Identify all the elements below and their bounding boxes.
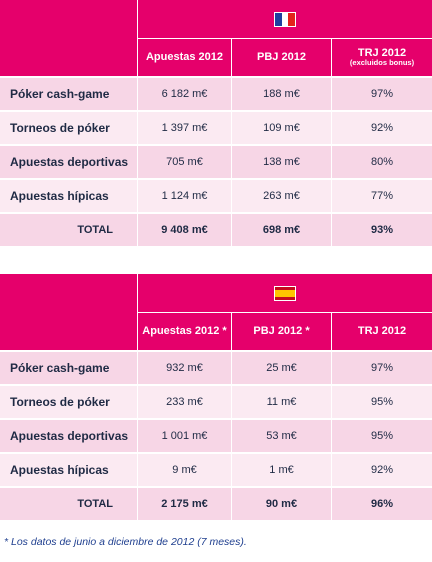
- france-table: Apuestas 2012 PBJ 2012 TRJ 2012 (excluid…: [0, 0, 432, 246]
- apuestas-value: 6 182 m€: [138, 78, 232, 110]
- total-label: TOTAL: [0, 488, 138, 520]
- france-flag-icon: [274, 11, 296, 27]
- trj-value: 97%: [332, 78, 432, 110]
- flag-cell: [138, 0, 432, 38]
- pbj-value: 188 m€: [232, 78, 332, 110]
- table-row: Póker cash-game 932 m€ 25 m€ 97%: [0, 350, 432, 384]
- header-row: Apuestas 2012 * PBJ 2012 * TRJ 2012: [0, 312, 432, 350]
- row-label: Torneos de póker: [0, 112, 138, 144]
- total-trj: 93%: [332, 214, 432, 246]
- corner-cell: [0, 0, 138, 38]
- apuestas-value: 1 397 m€: [138, 112, 232, 144]
- footnote: * Los datos de junio a diciembre de 2012…: [4, 536, 247, 548]
- table-row: Apuestas deportivas 705 m€ 138 m€ 80%: [0, 144, 432, 178]
- header-row: Apuestas 2012 PBJ 2012 TRJ 2012 (excluid…: [0, 38, 432, 76]
- table-row: Torneos de póker 233 m€ 11 m€ 95%: [0, 384, 432, 418]
- trj-value: 80%: [332, 146, 432, 178]
- table-row: Apuestas deportivas 1 001 m€ 53 m€ 95%: [0, 418, 432, 452]
- header-pbj: PBJ 2012 *: [232, 312, 332, 350]
- pbj-value: 11 m€: [232, 386, 332, 418]
- header-apuestas: Apuestas 2012: [138, 38, 232, 76]
- spain-table: Apuestas 2012 * PBJ 2012 * TRJ 2012 Póke…: [0, 274, 432, 520]
- pbj-value: 109 m€: [232, 112, 332, 144]
- row-label: Póker cash-game: [0, 352, 138, 384]
- corner-cell: [0, 274, 138, 312]
- table-row: Apuestas hípicas 9 m€ 1 m€ 92%: [0, 452, 432, 486]
- apuestas-value: 9 m€: [138, 454, 232, 486]
- header-apuestas: Apuestas 2012 *: [138, 312, 232, 350]
- total-label: TOTAL: [0, 214, 138, 246]
- trj-value: 92%: [332, 112, 432, 144]
- apuestas-value: 705 m€: [138, 146, 232, 178]
- pbj-value: 25 m€: [232, 352, 332, 384]
- pbj-value: 1 m€: [232, 454, 332, 486]
- flag-row: [0, 274, 432, 312]
- header-corner: [0, 38, 138, 76]
- pbj-value: 53 m€: [232, 420, 332, 452]
- row-label: Apuestas hípicas: [0, 454, 138, 486]
- total-pbj: 90 m€: [232, 488, 332, 520]
- header-trj: TRJ 2012 (excluidos bonus): [332, 38, 432, 76]
- header-corner: [0, 312, 138, 350]
- trj-value: 77%: [332, 180, 432, 212]
- trj-value: 97%: [332, 352, 432, 384]
- row-label: Apuestas deportivas: [0, 420, 138, 452]
- trj-value: 95%: [332, 386, 432, 418]
- row-label: Póker cash-game: [0, 78, 138, 110]
- apuestas-value: 1 124 m€: [138, 180, 232, 212]
- table-row: Póker cash-game 6 182 m€ 188 m€ 97%: [0, 76, 432, 110]
- apuestas-value: 233 m€: [138, 386, 232, 418]
- total-row: TOTAL 2 175 m€ 90 m€ 96%: [0, 486, 432, 520]
- total-apuestas: 2 175 m€: [138, 488, 232, 520]
- trj-value: 92%: [332, 454, 432, 486]
- total-pbj: 698 m€: [232, 214, 332, 246]
- table-row: Apuestas hípicas 1 124 m€ 263 m€ 77%: [0, 178, 432, 212]
- trj-value: 95%: [332, 420, 432, 452]
- table-row: Torneos de póker 1 397 m€ 109 m€ 92%: [0, 110, 432, 144]
- pbj-value: 138 m€: [232, 146, 332, 178]
- spain-flag-icon: [274, 285, 296, 301]
- apuestas-value: 932 m€: [138, 352, 232, 384]
- apuestas-value: 1 001 m€: [138, 420, 232, 452]
- flag-row: [0, 0, 432, 38]
- row-label: Apuestas hípicas: [0, 180, 138, 212]
- header-trj-subtitle: (excluidos bonus): [349, 58, 415, 67]
- header-trj: TRJ 2012: [332, 312, 432, 350]
- total-row: TOTAL 9 408 m€ 698 m€ 93%: [0, 212, 432, 246]
- header-pbj: PBJ 2012: [232, 38, 332, 76]
- total-apuestas: 9 408 m€: [138, 214, 232, 246]
- row-label: Apuestas deportivas: [0, 146, 138, 178]
- pbj-value: 263 m€: [232, 180, 332, 212]
- flag-cell: [138, 274, 432, 312]
- total-trj: 96%: [332, 488, 432, 520]
- row-label: Torneos de póker: [0, 386, 138, 418]
